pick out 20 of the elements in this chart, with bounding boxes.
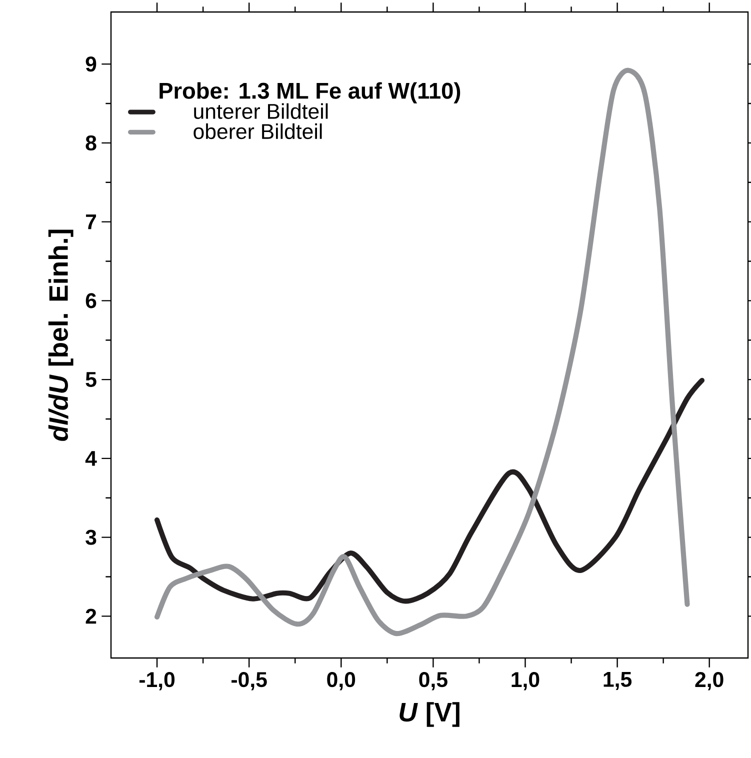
x-axis-title: U [V] — [400, 702, 460, 727]
x-tick-label: 0,5 — [419, 672, 448, 690]
y-tick-label: 4 — [85, 451, 97, 466]
legend-label: oberer Bildteil — [194, 123, 322, 140]
x-tick-label: -1,0 — [139, 672, 175, 690]
legend-title: Probe: 1.3 ML Fe auf W(110) — [160, 82, 460, 104]
y-tick-label: 7 — [86, 214, 96, 230]
x-tick-label: 1,5 — [604, 672, 632, 690]
x-tick-label: 0,0 — [327, 672, 356, 690]
y-tick-label: 8 — [86, 135, 96, 150]
x-tick-label: 2,0 — [695, 672, 724, 690]
y-tick-label: 9 — [86, 56, 96, 72]
x-tick-label: 1,0 — [512, 672, 540, 690]
y-tick-label: 3 — [86, 530, 96, 545]
y-tick-label: 6 — [86, 293, 96, 308]
y-tick-label: 5 — [86, 372, 96, 388]
x-tick-label: -0,5 — [232, 672, 267, 690]
y-axis-title: dI/dU [bel. Einh.] — [48, 230, 74, 441]
legend-label: unterer Bildteil — [194, 103, 328, 119]
y-tick-label: 2 — [86, 608, 96, 624]
